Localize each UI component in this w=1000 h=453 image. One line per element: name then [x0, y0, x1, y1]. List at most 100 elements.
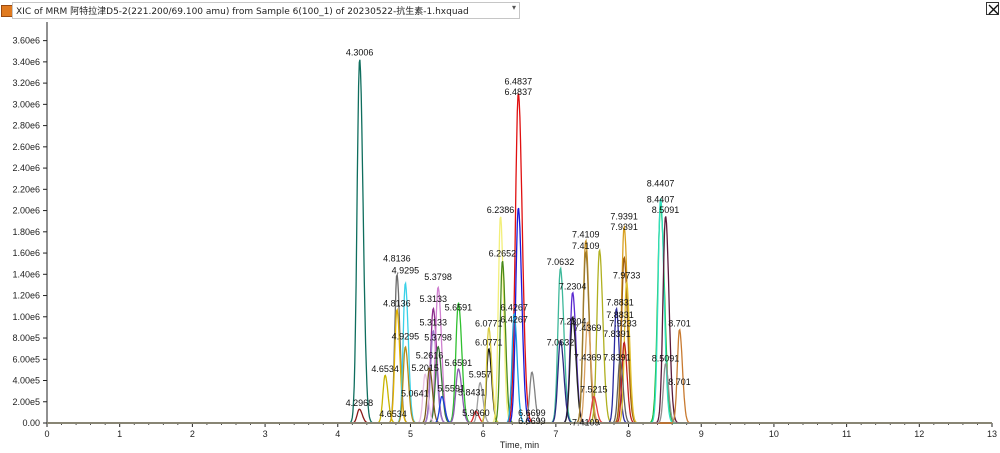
- y-tick-label: 6.00e5: [12, 354, 40, 364]
- x-tick-label: 12: [914, 429, 924, 439]
- y-tick-label: 8.00e5: [12, 333, 40, 343]
- peak-label: 7.4369: [574, 353, 602, 363]
- chart-traces: [47, 59, 992, 424]
- peak-label: 7.4109: [572, 241, 600, 251]
- peak-label: 4.8136: [383, 298, 411, 308]
- x-tick-label: 7: [553, 429, 558, 439]
- chromatogram-header: XIC of MRM 阿特拉津D5-2(221.200/69.100 amu) …: [0, 0, 1000, 22]
- peak-label: 4.8136: [383, 254, 411, 264]
- y-tick-label: 2.80e6: [12, 121, 40, 131]
- trace-p25: [47, 312, 992, 424]
- peak-label: 7.0632: [547, 338, 575, 348]
- peak-label: 7.9391: [610, 222, 638, 232]
- peak-label: 5.3798: [424, 272, 452, 282]
- peak-label: 5.3133: [419, 317, 447, 327]
- peak-label: 6.2652: [489, 248, 517, 258]
- peak-label: 7.2304: [559, 281, 587, 291]
- x-tick-label: 11: [842, 429, 851, 439]
- peak-label: 6.4267: [500, 303, 528, 313]
- x-tick-label: 4: [335, 429, 340, 439]
- x-tick-label: 1: [117, 429, 122, 439]
- y-tick-label: 0.00: [22, 418, 40, 428]
- peak-label: 7.0632: [547, 257, 575, 267]
- peak-label: 7.4109: [572, 229, 600, 239]
- peak-label: 5.3798: [424, 332, 452, 342]
- y-tick-label: 2.60e6: [12, 142, 40, 152]
- x-tick-label: 8: [626, 429, 631, 439]
- peak-label: 4.9295: [392, 331, 420, 341]
- peak-label: 6.6699: [518, 416, 546, 426]
- y-tick-label: 2.00e5: [12, 397, 40, 407]
- peak-label: 8.701: [668, 377, 691, 387]
- peak-label: 7.9391: [610, 211, 638, 221]
- y-tick-label: 3.00e6: [12, 99, 40, 109]
- peak-label: 5.8431: [458, 388, 486, 398]
- x-axis-label: Time, min: [500, 440, 539, 450]
- chart-annotations: 4.30064.29684.65344.65344.81364.81364.92…: [346, 48, 691, 428]
- peak-label: 7.2304: [559, 316, 587, 326]
- chevron-down-icon: ▾: [511, 3, 516, 12]
- peak-label: 5.3133: [419, 294, 447, 304]
- peak-label: 8.701: [668, 319, 691, 329]
- x-tick-label: 2: [190, 429, 195, 439]
- peak-label: 5.5591: [437, 383, 465, 393]
- peak-label: 4.6534: [371, 364, 399, 374]
- peak-label: 7.9733: [613, 271, 641, 281]
- peak-label: 6.0771: [475, 319, 503, 329]
- peak-label: 4.2968: [346, 398, 374, 408]
- y-tick-label: 2.20e6: [12, 184, 40, 194]
- peak-label: 5.6591: [445, 358, 473, 368]
- x-tick-label: 3: [263, 429, 268, 439]
- peak-label: 4.3006: [346, 48, 374, 58]
- x-tick-label: 10: [769, 429, 779, 439]
- x-tick-label: 9: [699, 429, 704, 439]
- x-tick-label: 6: [481, 429, 486, 439]
- y-tick-label: 1.80e6: [12, 227, 40, 237]
- peak-label: 5.6591: [445, 303, 473, 313]
- peak-label: 8.4407: [647, 178, 675, 188]
- x-tick-label: 5: [408, 429, 413, 439]
- trace-p23: [47, 93, 992, 424]
- peak-label: 6.2386: [487, 205, 515, 215]
- peak-label: 7.5215: [580, 384, 608, 394]
- peak-label: 4.6534: [379, 409, 407, 419]
- xic-selector-label: XIC of MRM 阿特拉津D5-2(221.200/69.100 amu) …: [16, 7, 469, 17]
- peak-label: 7.8391: [603, 353, 631, 363]
- y-tick-label: 1.00e6: [12, 312, 40, 322]
- close-button[interactable]: [986, 2, 999, 15]
- y-tick-label: 2.40e6: [12, 163, 40, 173]
- peak-label: 7.8831: [606, 297, 634, 307]
- close-icon: [988, 4, 999, 15]
- peak-label: 7.8831: [606, 310, 634, 320]
- peak-label: 7.8391: [603, 329, 631, 339]
- y-tick-label: 3.60e6: [12, 36, 40, 46]
- peak-label: 7.9233: [609, 319, 637, 329]
- peak-label: 4.9295: [392, 265, 420, 275]
- peak-label: 6.4837: [505, 87, 533, 97]
- peak-label: 8.5091: [652, 354, 680, 364]
- y-tick-label: 1.20e6: [12, 291, 40, 301]
- xic-selector-dropdown[interactable]: XIC of MRM 阿特拉津D5-2(221.200/69.100 amu) …: [12, 2, 520, 19]
- peak-label: 5.2015: [411, 363, 439, 373]
- peak-label: 5.0641: [401, 389, 429, 399]
- peak-label: 6.4837: [505, 76, 533, 86]
- x-tick-label: 0: [44, 429, 49, 439]
- y-tick-label: 3.40e6: [12, 57, 40, 67]
- peak-label: 5.2616: [416, 350, 444, 360]
- peak-label: 5.957: [469, 370, 492, 380]
- trace-p46: [47, 362, 992, 424]
- peak-label: 7.4109: [572, 417, 600, 427]
- peak-label: 6.0771: [475, 338, 503, 348]
- y-tick-label: 2.00e6: [12, 206, 40, 216]
- y-tick-label: 1.60e6: [12, 248, 40, 258]
- y-tick-label: 1.40e6: [12, 269, 40, 279]
- peak-label: 5.9060: [462, 408, 490, 418]
- peak-label: 6.6699: [518, 408, 546, 418]
- peak-label: 6.4267: [500, 314, 528, 324]
- x-tick-label: 13: [987, 429, 997, 439]
- peak-label: 8.4407: [647, 194, 675, 204]
- y-tick-label: 4.00e5: [12, 376, 40, 386]
- peak-label: 7.4369: [574, 323, 602, 333]
- y-tick-label: 3.20e6: [12, 78, 40, 88]
